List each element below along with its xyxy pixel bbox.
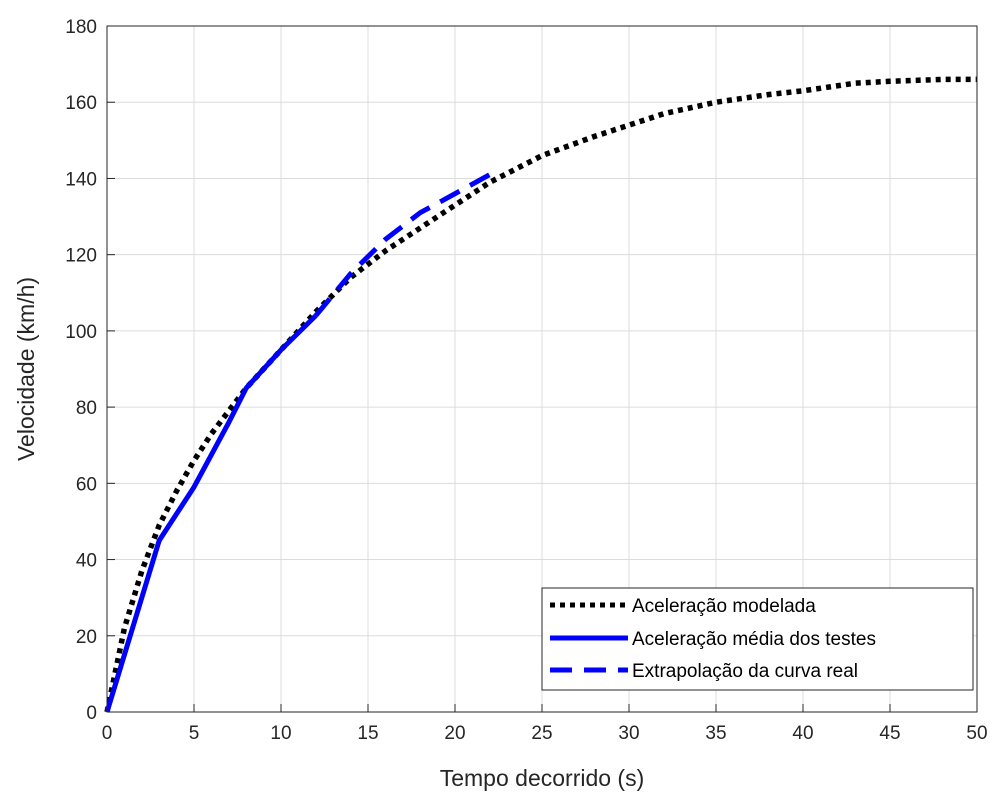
series-layer xyxy=(104,76,977,713)
y-tick-label: 60 xyxy=(76,474,97,495)
series-line-aceleracao-modelada xyxy=(104,76,977,713)
x-tick-label: 45 xyxy=(879,723,900,744)
y-tick-label: 180 xyxy=(65,17,97,38)
y-tick-label: 100 xyxy=(65,322,97,343)
y-tick-label: 20 xyxy=(76,627,97,648)
x-tick-label: 5 xyxy=(189,723,200,744)
legend: Aceleração modelada Aceleração média dos… xyxy=(541,587,974,691)
x-tick-label: 10 xyxy=(270,723,291,744)
series-line-extrapolacao xyxy=(313,172,492,318)
y-tick-label: 40 xyxy=(76,551,97,572)
x-tick-label: 40 xyxy=(792,723,813,744)
y-tick-label: 0 xyxy=(86,703,97,724)
x-tick-label: 20 xyxy=(444,723,465,744)
x-tick-label: 0 xyxy=(102,723,113,744)
tick-labels: 0 5 10 15 20 25 30 35 40 45 50 0 20 40 60 80 100 120 140 16… xyxy=(65,17,987,744)
x-tick-label: 30 xyxy=(618,723,639,744)
y-tick-label: 120 xyxy=(65,246,97,267)
legend-label-modelada: Aceleração modelada xyxy=(632,596,816,617)
legend-label-media: Aceleração média dos testes xyxy=(632,629,876,650)
x-tick-label: 35 xyxy=(705,723,726,744)
y-axis-title: Velocidade (km/h) xyxy=(13,277,39,461)
y-tick-label: 140 xyxy=(65,169,97,190)
legend-label-extrapolacao: Extrapolação da curva real xyxy=(632,661,858,682)
x-axis-title: Tempo decorrido (s) xyxy=(440,765,645,791)
series-line-aceleracao-media xyxy=(104,313,318,713)
y-tick-label: 80 xyxy=(76,398,97,419)
x-tick-label: 15 xyxy=(357,723,378,744)
x-tick-label: 25 xyxy=(531,723,552,744)
x-tick-label: 50 xyxy=(966,723,987,744)
y-tick-label: 160 xyxy=(65,93,97,114)
